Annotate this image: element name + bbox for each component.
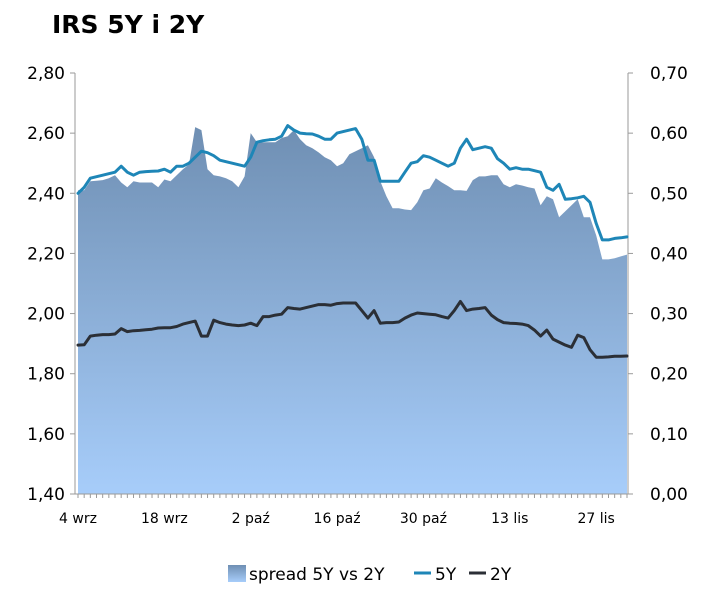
legend-swatch-spread <box>228 565 246 582</box>
left-tick-label: 2,20 <box>27 244 65 264</box>
x-tick-label: 30 paź <box>400 511 447 527</box>
legend-label-spread: spread 5Y vs 2Y <box>249 565 385 585</box>
legend-label-2y: 2Y <box>490 565 512 585</box>
x-tick-label: 18 wrz <box>141 511 188 527</box>
x-tick-label: 2 paź <box>232 511 270 527</box>
series-5y-line <box>76 124 629 242</box>
chart-title: IRS 5Y i 2Y <box>52 10 205 39</box>
x-tick-label: 13 lis <box>491 511 528 527</box>
right-tick-label: 0,00 <box>650 485 688 505</box>
x-tick-label: 27 lis <box>577 511 614 527</box>
left-tick-label: 1,60 <box>27 425 65 445</box>
legend-label-5y: 5Y <box>435 565 457 585</box>
right-tick-label: 0,50 <box>650 184 688 204</box>
x-tick-label: 16 paź <box>314 511 361 527</box>
left-tick-label: 2,40 <box>27 184 65 204</box>
left-tick-label: 2,00 <box>27 305 65 325</box>
series-2y-line <box>76 300 629 359</box>
series-spread-area <box>78 127 627 494</box>
left-tick-label: 1,80 <box>27 365 65 385</box>
right-tick-label: 0,70 <box>650 64 688 84</box>
left-tick-label: 1,40 <box>27 485 65 505</box>
right-tick-label: 0,30 <box>650 305 688 325</box>
x-tick-label: 4 wrz <box>59 511 97 527</box>
right-tick-label: 0,60 <box>650 124 688 144</box>
left-tick-label: 2,60 <box>27 124 65 144</box>
right-tick-label: 0,10 <box>650 425 688 445</box>
left-tick-label: 2,80 <box>27 64 65 84</box>
right-tick-label: 0,40 <box>650 244 688 264</box>
right-tick-label: 0,20 <box>650 365 688 385</box>
